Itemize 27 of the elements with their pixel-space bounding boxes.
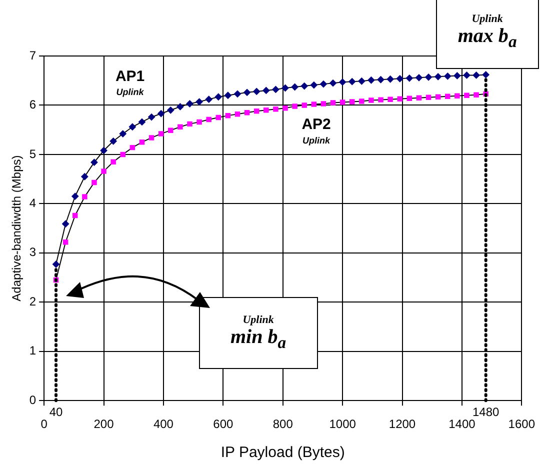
text: AP1 bbox=[115, 68, 145, 85]
x-axis-title: IP Payload (Bytes) bbox=[220, 444, 345, 462]
ref-line-label: 40 bbox=[49, 404, 64, 419]
annotation: Uplink bbox=[302, 135, 332, 146]
x-tick-label: 600 bbox=[213, 417, 234, 432]
y-axis-title: Adaptive-bandiwdth (Mbps) bbox=[10, 155, 24, 302]
y-tick-label: 7 bbox=[29, 48, 36, 62]
annotation: Uplink bbox=[116, 87, 145, 98]
x-tick-label: 400 bbox=[153, 417, 174, 432]
y-tick-label: 0 bbox=[29, 392, 36, 407]
annotation: Uplink max b$_{a}$ bbox=[458, 12, 517, 51]
y-tick-label: 6 bbox=[29, 98, 36, 112]
x-tick-label: 200 bbox=[94, 417, 114, 432]
x-tick-label: 800 bbox=[272, 417, 294, 432]
x-tick-label: 0 bbox=[40, 417, 48, 432]
x-tick-label: 1200 bbox=[388, 417, 416, 432]
y-tick-label: 1 bbox=[29, 344, 36, 358]
x-tick-label: 1600 bbox=[508, 417, 536, 432]
y-tick-label: 3 bbox=[29, 245, 36, 260]
ref-line-label: 1480 bbox=[472, 404, 500, 419]
y-tick-label: 4 bbox=[29, 196, 36, 210]
series-label: AP2 bbox=[302, 116, 331, 134]
y-tick-label: 5 bbox=[29, 146, 36, 161]
y-tick-label: 2 bbox=[29, 294, 36, 308]
x-tick-label: 1000 bbox=[329, 417, 356, 432]
x-tick-label: 1400 bbox=[448, 417, 476, 432]
annotation: Uplink min b$_{a}$ bbox=[230, 314, 286, 352]
